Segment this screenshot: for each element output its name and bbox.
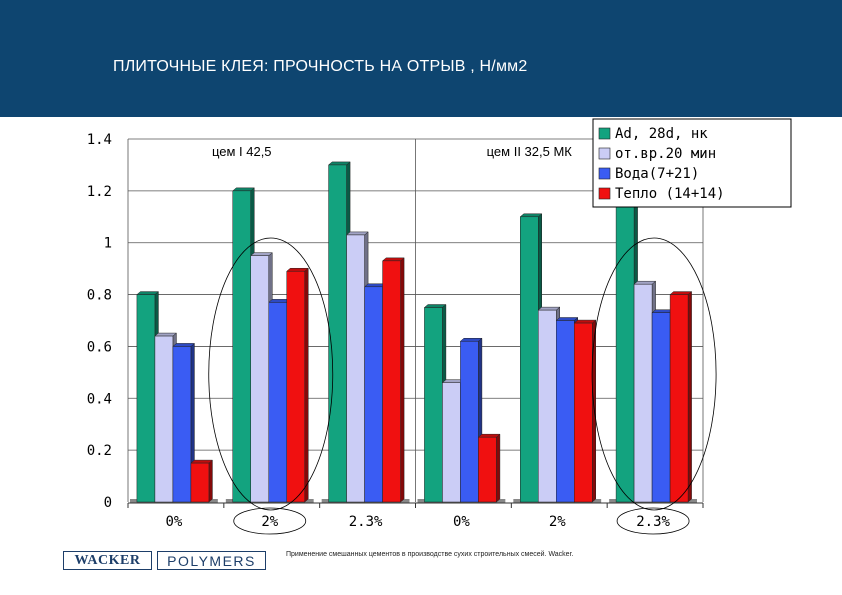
bar-top: [477, 433, 501, 438]
bar-top: [154, 332, 178, 337]
bar-top: [423, 304, 447, 308]
x-tick-label: 2.3%: [349, 514, 383, 530]
bar: [574, 322, 593, 503]
bar: [556, 320, 575, 503]
x-tick-label: 0%: [165, 514, 182, 530]
bar-side: [400, 257, 405, 503]
bar: [364, 286, 383, 503]
bar-top: [519, 213, 543, 218]
polymers-logo-text: POLYMERS: [167, 552, 256, 569]
bar: [633, 283, 653, 503]
bar: [669, 294, 689, 503]
bar-chart: 0 0.2 0.4 0.6 0.8 1 1.2 1.4 0% 2% 2.3% 0% 2% 2.3% цем …: [87, 118, 792, 535]
x-tick-label: 0%: [453, 514, 470, 530]
bar-top: [459, 337, 483, 342]
legend-label: от.вр.20 мин: [615, 146, 716, 162]
bar-top: [172, 343, 196, 347]
legend-swatch: [598, 167, 611, 180]
header-bar: ПЛИТОЧНЫЕ КЛЕЯ: ПРОЧНОСТЬ НА ОТРЫВ , Н/м…: [0, 0, 842, 117]
bar-top: [327, 161, 351, 166]
legend-swatch: [598, 187, 611, 200]
group-label: цем I 42,5: [212, 144, 272, 159]
wacker-logo: WACKER: [63, 551, 152, 570]
highlight-label-ellipse: [233, 507, 307, 535]
bar-top: [633, 280, 657, 285]
bar: [154, 335, 174, 503]
highlight-ellipse: [208, 237, 334, 511]
legend-label: Тепло (14+14): [615, 186, 725, 202]
bar-top: [232, 187, 255, 192]
bar: [651, 312, 671, 503]
bar: [460, 340, 479, 503]
y-tick-label: 0.6: [87, 339, 112, 355]
bar-top: [381, 257, 405, 262]
bar-side: [304, 267, 309, 503]
bar-top: [573, 319, 597, 324]
bar-side: [496, 433, 501, 503]
legend-box: [592, 118, 792, 208]
bar-top: [190, 459, 214, 464]
bar-top: [250, 252, 273, 256]
bar: [190, 462, 210, 503]
bar: [424, 307, 443, 503]
bar: [286, 270, 305, 503]
group-label: цем II 32,5 МК: [487, 144, 573, 159]
bar: [250, 255, 269, 503]
y-tick-label: 1: [104, 236, 112, 252]
y-tick-label: 0: [104, 495, 112, 511]
x-tick-label: 2%: [261, 514, 278, 530]
bar-top: [555, 317, 579, 321]
bar: [346, 234, 365, 503]
x-tick-label: 2%: [549, 514, 566, 530]
y-tick-label: 0.8: [87, 288, 112, 304]
bar: [382, 260, 401, 503]
legend-swatch: [598, 147, 611, 160]
footer-caption: Применение смешанных цементов в производ…: [286, 551, 574, 558]
y-tick-label: 0.4: [87, 391, 112, 407]
page-title: ПЛИТОЧНЫЕ КЛЕЯ: ПРОЧНОСТЬ НА ОТРЫВ , Н/м…: [113, 58, 528, 75]
highlight-ellipse: [591, 237, 717, 511]
wacker-logo-text: WACKER: [74, 552, 141, 568]
bar: [442, 382, 461, 503]
polymers-logo: POLYMERS: [157, 551, 266, 570]
bar-top: [537, 306, 561, 311]
bar: [328, 164, 347, 503]
x-tick-label: 2.3%: [636, 514, 670, 530]
bar: [615, 182, 635, 503]
legend-label: Вода(7+21): [615, 166, 699, 182]
highlight-label-ellipse: [616, 507, 690, 535]
bar-side: [687, 291, 692, 503]
bar-top: [345, 231, 369, 236]
legend-label: Ad, 28d, нк: [615, 126, 708, 142]
bar: [232, 190, 251, 503]
bar: [520, 216, 539, 503]
bar: [478, 436, 497, 503]
y-tick-label: 1.2: [87, 184, 112, 200]
bar: [268, 302, 287, 503]
bar: [172, 346, 192, 503]
bar: [538, 309, 557, 503]
bar-top: [136, 291, 160, 295]
legend-swatch: [598, 127, 611, 140]
bar-top: [286, 267, 309, 272]
y-tick-label: 0.2: [87, 443, 112, 459]
bar-top: [669, 291, 693, 295]
bar-side: [208, 459, 213, 503]
bar: [136, 294, 156, 503]
y-tick-label: 1.4: [87, 132, 112, 148]
